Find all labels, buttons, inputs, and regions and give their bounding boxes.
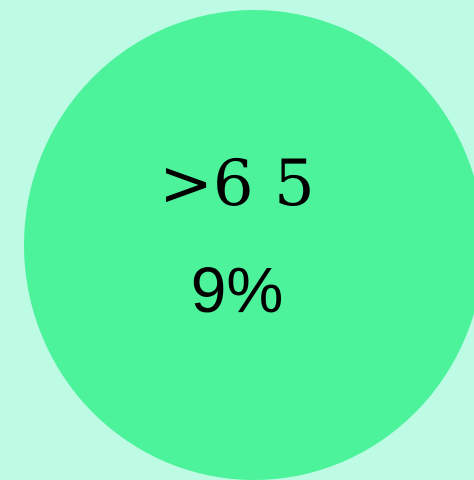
pie-slice	[24, 10, 474, 480]
slice-category-label: >6 5	[159, 147, 315, 221]
slice-value-label: 9%	[190, 254, 284, 326]
